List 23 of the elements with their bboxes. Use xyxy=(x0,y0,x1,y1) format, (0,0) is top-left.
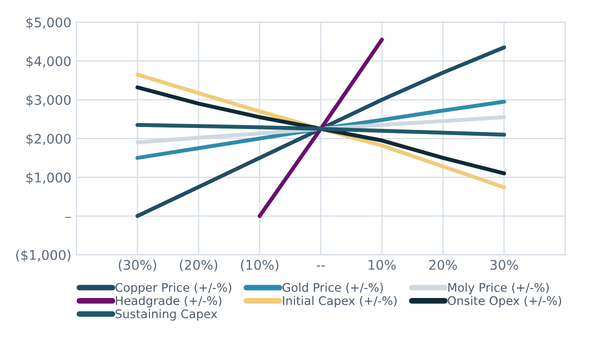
legend-label: Gold Price (+/-%) xyxy=(282,282,383,294)
x-tick-label: 20% xyxy=(429,260,457,270)
legend-label: Moly Price (+/-%) xyxy=(448,282,549,294)
x-tick-label: 30% xyxy=(490,260,518,270)
legend-label: Onsite Opex (+/-%) xyxy=(448,296,562,308)
legend-label: Initial Capex (+/-%) xyxy=(282,296,397,308)
x-tick-label: (20%) xyxy=(180,260,218,272)
y-tick-label: $3,000 xyxy=(26,94,71,107)
y-tick-label: $5,000 xyxy=(26,17,71,30)
x-tick-label: -- xyxy=(316,266,325,267)
y-tick-label: – xyxy=(66,216,71,218)
legend-label: Headgrade (+/-%) xyxy=(116,296,222,308)
y-tick-label: ($1,000) xyxy=(16,250,70,262)
line-series xyxy=(136,85,506,176)
x-tick-label: (10%) xyxy=(241,260,278,272)
legend-label: Sustaining Capex xyxy=(116,309,218,321)
legend-label: Copper Price (+/-%) xyxy=(115,282,232,294)
y-tick-label: $2,000 xyxy=(26,133,71,146)
y-tick-label: $4,000 xyxy=(26,56,71,68)
x-tick-label: (30%) xyxy=(118,260,156,272)
line-series xyxy=(136,45,506,218)
y-tick-label: $1,000 xyxy=(26,172,71,184)
x-tick-label: 10% xyxy=(368,260,396,270)
